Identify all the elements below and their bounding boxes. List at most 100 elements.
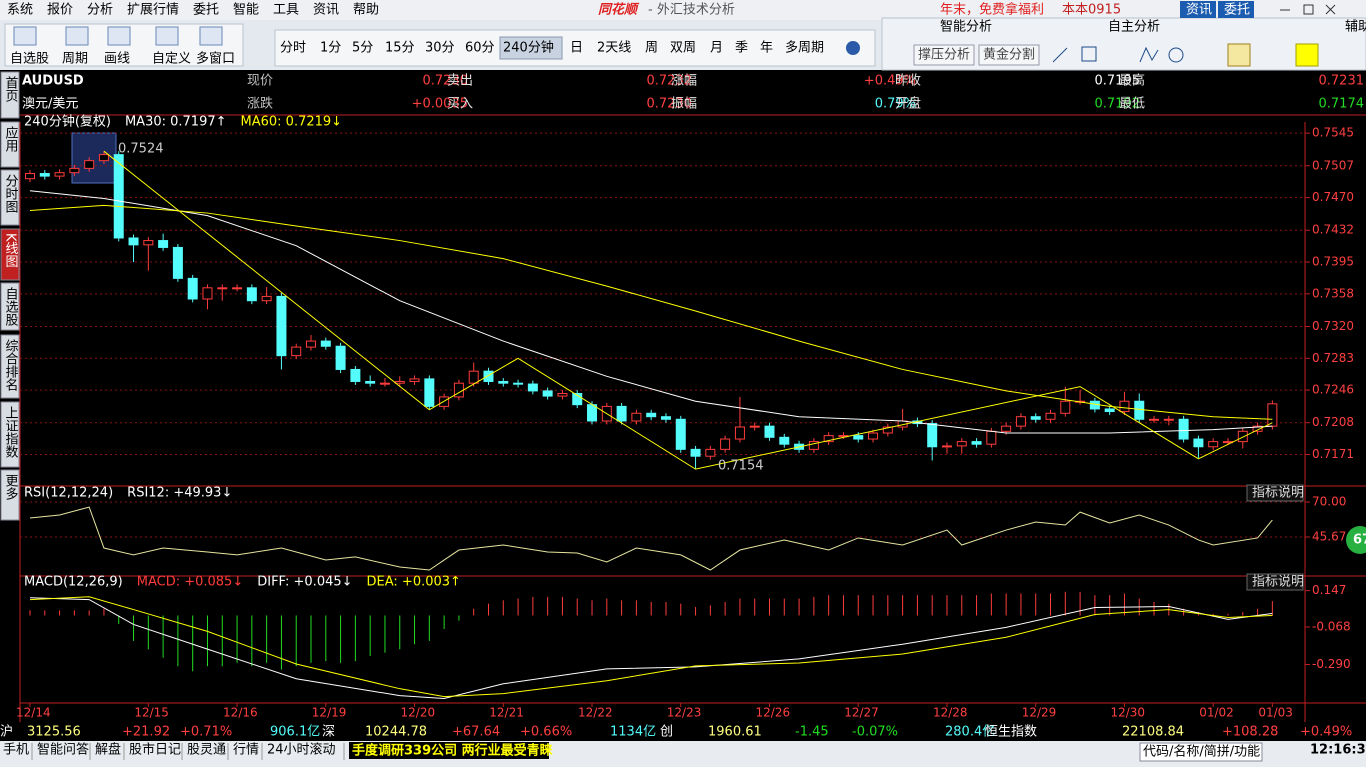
side-tab-label[interactable]: 首页 [3,76,19,102]
quote-label: 卖出 [447,74,473,89]
maximize[interactable] [1303,4,1314,15]
menu-item[interactable]: 帮助 [353,3,379,18]
tool-label[interactable]: 自选股 [10,52,49,67]
top-button-label[interactable]: 资讯 [1186,3,1212,18]
status-tab[interactable]: 解盘 [95,742,121,758]
tool-icon[interactable] [199,26,223,46]
side-tab[interactable] [0,469,20,521]
tool-icon[interactable] [155,26,179,46]
analysis-button[interactable] [913,44,975,66]
panel-header[interactable]: 自主分析 [1108,20,1160,35]
badge-label[interactable]: 67 [1353,533,1366,548]
side-tab-label[interactable]: 综合排名 [3,339,19,391]
menu-item[interactable]: 工具 [273,3,299,18]
period-button[interactable]: 年 [760,41,773,56]
side-tab[interactable] [0,71,20,119]
tool-icon[interactable] [65,26,89,46]
candle-body [483,370,494,382]
top-button-label[interactable]: 委托 [1224,3,1250,18]
side-tab[interactable] [0,334,20,399]
menu-item[interactable]: 智能 [233,3,259,18]
indicator-label: MACD(12,26,9) [24,575,123,590]
period-button[interactable]: 5分 [352,41,373,56]
analysis-button-label[interactable]: 黄金分割 [983,47,1035,63]
side-tab-label[interactable]: 自选股 [3,287,19,327]
candle-body [379,382,390,385]
menu-item[interactable]: 委托 [193,3,219,18]
candle-body [1193,438,1204,448]
side-tab[interactable] [0,282,20,331]
side-tab-label[interactable]: 应用 [3,125,19,153]
help-button[interactable] [1246,484,1304,502]
top-button[interactable] [1218,1,1254,18]
color-swatch[interactable] [1295,43,1319,67]
candle-body [498,380,509,384]
side-tab-label[interactable]: K线图 [3,233,19,268]
menu-item[interactable]: 报价 [47,3,73,18]
status-tab[interactable]: 行情 [233,743,259,758]
analysis-button[interactable] [978,44,1040,66]
period-button[interactable]: 周 [645,41,658,56]
period-group [274,29,876,67]
candle-body [690,448,701,457]
menu-item[interactable]: 系统 [7,3,33,18]
candle-body [941,445,952,448]
indicator-label: DIFF: +0.045↓ [257,575,352,590]
period-button[interactable]: 日 [570,41,583,56]
settings-icon[interactable] [846,41,860,55]
period-button[interactable]: 15分 [385,41,415,56]
panel-header[interactable]: 辅助 [1345,20,1366,35]
period-button[interactable]: 2天线 [597,41,631,56]
side-tab-label[interactable]: 上证指数 [3,406,19,458]
tool-icon[interactable] [107,26,131,46]
help-button[interactable] [1246,573,1304,591]
menu-item[interactable]: 分析 [87,3,113,18]
panel-header[interactable]: 智能分析 [940,20,992,35]
status-tab[interactable]: 24小时滚动 [267,742,336,758]
candle-body [1163,418,1174,421]
side-tab[interactable] [0,169,20,226]
period-button[interactable]: 30分 [425,41,455,56]
help-button-label[interactable]: 指标说明 [1252,575,1304,590]
tool-label[interactable]: 画线 [104,52,130,67]
tool-label[interactable]: 周期 [62,52,88,67]
tool-label[interactable]: 多窗口 [196,51,235,67]
period-button[interactable]: 季 [735,41,748,56]
tool-icon[interactable] [13,26,37,46]
promo[interactable]: 年末，免费拿福利 [940,2,1044,18]
help-button-label[interactable]: 指标说明 [1252,486,1304,501]
period-button[interactable]: 双周 [670,41,696,56]
status-tab[interactable]: 股市日记 [129,742,181,758]
news[interactable]: 手度调研339公司 两行业最受青睐 [352,743,553,759]
analysis-button-label[interactable]: 撑压分析 [918,48,970,63]
menu-item[interactable]: 扩展行情 [127,3,179,18]
status-tab[interactable]: 股灵通 [187,743,226,758]
ticker-item: 280.4亿 [945,725,995,740]
tool-label[interactable]: 自定义 [152,52,191,67]
x-tick-label: 01/02 [1199,706,1234,720]
candle-body [202,287,213,300]
side-tab[interactable] [0,121,20,168]
period-button[interactable]: 60分 [465,41,495,56]
close[interactable] [1325,4,1336,15]
search-box[interactable] [1139,742,1263,762]
period-button[interactable]: 分时 [280,41,306,56]
status-tab[interactable]: 智能问答 [37,742,89,758]
side-tab[interactable] [0,401,20,468]
period-button[interactable]: 240分钟 [503,40,554,56]
side-tab-label[interactable]: 更多 [3,474,19,500]
x-tick-label: 12/30 [1110,706,1145,720]
candle-body [158,240,169,248]
side-tab-label[interactable]: 分时图 [3,174,19,213]
top-button[interactable] [1180,1,1216,18]
period-button[interactable]: 月 [710,41,723,56]
badge[interactable] [1346,526,1366,554]
search-placeholder[interactable]: 代码/名称/简拼/功能 [1143,744,1260,760]
period-button[interactable]: 1分 [320,41,341,56]
menu-item[interactable]: 资讯 [313,3,339,18]
period-button[interactable]: 多周期 [785,40,824,56]
candle-body [98,154,109,162]
status-tab[interactable]: 手机 [3,743,29,758]
side-tab[interactable] [0,228,20,281]
